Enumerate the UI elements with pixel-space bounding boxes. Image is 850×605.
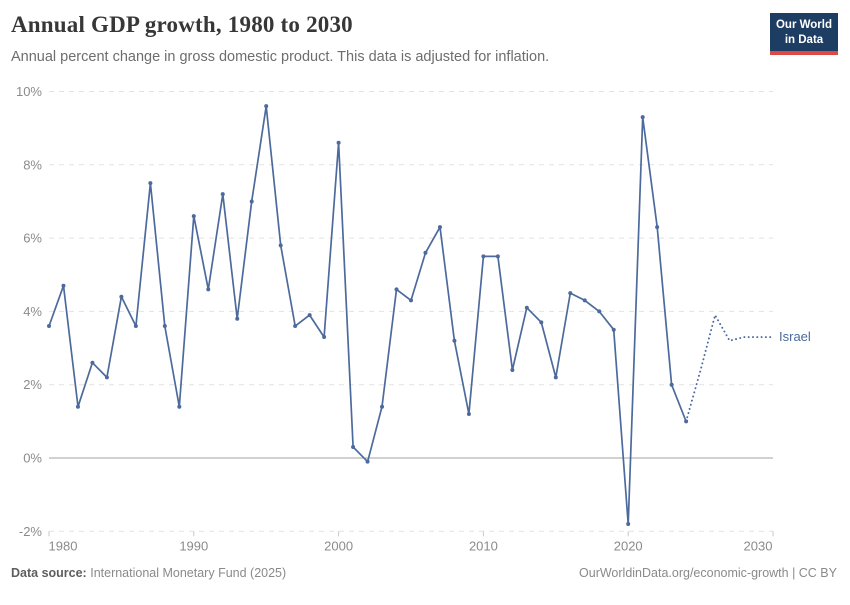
data-point-1992 <box>220 192 225 197</box>
data-point-1995 <box>264 104 269 109</box>
data-point-1988 <box>162 324 167 329</box>
data-point-2005 <box>409 298 413 303</box>
x-tick-label-2020: 2020 <box>614 538 643 553</box>
y-tick-label-10%: 10% <box>16 84 42 99</box>
data-point-2006 <box>423 250 428 255</box>
data-point-2011 <box>495 254 500 259</box>
data-point-1991 <box>206 287 211 292</box>
data-source-value: International Monetary Fund (2025) <box>90 566 287 580</box>
y-tick-label-4%: 4% <box>23 304 42 319</box>
data-point-2017 <box>582 298 587 303</box>
data-point-2007 <box>437 225 442 230</box>
x-tick-label-2000: 2000 <box>324 538 353 553</box>
chart-subtitle: Annual percent change in gross domestic … <box>11 49 550 65</box>
data-point-2009 <box>466 412 471 417</box>
data-point-1999 <box>322 335 327 340</box>
data-point-1993 <box>235 316 240 321</box>
data-point-2020 <box>626 521 631 526</box>
y-tick-label-0%: 0% <box>23 451 42 466</box>
data-point-1997 <box>293 324 298 329</box>
data-source: Data source: International Monetary Fund… <box>11 566 286 580</box>
data-point-1980 <box>47 324 51 329</box>
y-tick-label-6%: 6% <box>23 231 42 246</box>
data-point-1998 <box>307 313 312 318</box>
data-point-1984 <box>104 375 109 380</box>
data-point-2008 <box>452 338 457 343</box>
series-label-israel[interactable]: Israel <box>779 329 811 344</box>
data-point-1987 <box>148 181 153 186</box>
data-point-2003 <box>380 404 385 409</box>
data-point-1985 <box>119 294 124 299</box>
y-tick-label-2%: 2% <box>23 377 42 392</box>
x-tick-label-1980: 1980 <box>49 538 78 553</box>
data-point-1994 <box>249 199 254 204</box>
data-point-2012 <box>510 368 515 373</box>
data-point-2014 <box>539 320 544 325</box>
data-point-2000 <box>336 140 341 145</box>
data-point-2018 <box>597 309 602 314</box>
data-point-2004 <box>394 287 399 292</box>
data-point-2022 <box>655 225 660 230</box>
owid-logo-line2: in Data <box>784 33 824 46</box>
page-title: Annual GDP growth, 1980 to 2030 <box>11 12 353 37</box>
data-point-1990 <box>191 214 196 219</box>
data-point-2019 <box>611 327 616 332</box>
data-point-1983 <box>90 360 95 365</box>
chart-footer: Data source: International Monetary Fund… <box>11 566 837 580</box>
owid-logo-line1: Our World <box>775 19 832 31</box>
data-point-1989 <box>177 404 182 409</box>
data-point-1996 <box>278 243 283 248</box>
series-projection-line[interactable] <box>685 314 774 423</box>
data-point-2021 <box>640 115 645 120</box>
data-point-1981 <box>61 283 66 288</box>
data-point-2016 <box>568 291 573 296</box>
data-point-2015 <box>553 375 558 380</box>
x-tick-label-2030: 2030 <box>744 538 773 553</box>
data-point-2023 <box>669 382 674 387</box>
data-point-2010 <box>481 254 486 259</box>
x-tick-label-2010: 2010 <box>469 538 498 553</box>
x-tick-label-1990: 1990 <box>179 538 208 553</box>
data-source-label: Data source: <box>11 566 87 580</box>
data-point-2002 <box>365 459 370 464</box>
data-point-1986 <box>133 324 138 329</box>
y-tick-label-8%: 8% <box>23 157 42 172</box>
data-point-1982 <box>75 404 80 409</box>
owid-logo: Our World in Data <box>770 13 838 56</box>
y-tick-label--2%: -2% <box>19 524 43 539</box>
data-point-2013 <box>524 305 529 310</box>
data-point-2001 <box>351 445 356 450</box>
credit-line: OurWorldinData.org/economic-growth | CC … <box>579 566 837 580</box>
